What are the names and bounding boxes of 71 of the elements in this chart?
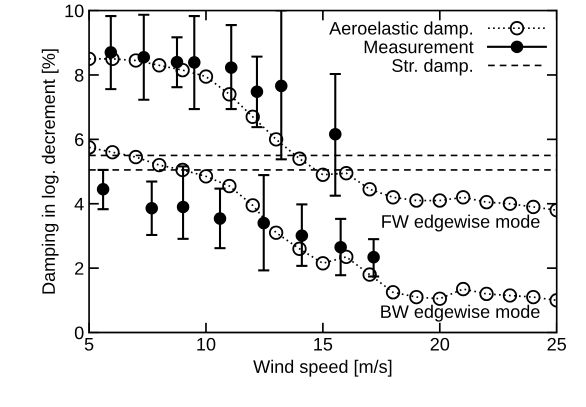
point: [176, 200, 190, 214]
y-tick-label: 2: [75, 262, 84, 275]
point: [292, 152, 307, 166]
point: [362, 267, 377, 282]
point: [296, 229, 308, 242]
point: [316, 256, 330, 270]
point: [339, 166, 354, 180]
point: [188, 56, 201, 69]
point: [105, 145, 120, 160]
point: [250, 85, 264, 98]
legend-label: Measurement: [364, 40, 474, 54]
point: [316, 168, 330, 182]
x-tick-label: 25: [548, 338, 566, 351]
point: [526, 290, 540, 304]
point: [334, 240, 347, 254]
point: [409, 290, 424, 304]
x-tick-label: 10: [197, 338, 216, 351]
point: [479, 286, 494, 302]
x-tick-label: 15: [314, 338, 332, 351]
point: [502, 288, 518, 303]
point: [152, 158, 166, 172]
point: [432, 193, 447, 208]
point: [409, 193, 424, 208]
point: [268, 132, 284, 147]
x-tick-label: 5: [84, 338, 94, 351]
point: [502, 196, 518, 211]
point: [456, 282, 470, 296]
legend-label: Str. damp.: [392, 58, 472, 76]
point: [104, 46, 118, 59]
point: [367, 250, 380, 264]
x-tick-label: 20: [430, 338, 450, 351]
point: [339, 250, 354, 264]
point: [214, 212, 226, 225]
point: [175, 62, 190, 78]
point: [198, 169, 214, 184]
point: [362, 182, 377, 196]
y-axis-title: Damping in log. decrement [%]: [42, 49, 59, 294]
point: [456, 190, 470, 204]
point: [175, 162, 190, 178]
y-tick-label: 10: [66, 4, 84, 18]
y-tick-label: 6: [75, 133, 84, 146]
point: [386, 190, 400, 204]
point: [479, 194, 494, 210]
point: [222, 178, 237, 194]
point: [246, 198, 260, 213]
point: [170, 56, 184, 68]
annotation: BW edgewise mode: [381, 304, 540, 322]
y-tick-label: 4: [74, 198, 84, 210]
point: [257, 216, 270, 230]
point: [224, 61, 238, 74]
point: [386, 285, 400, 300]
point: [128, 53, 143, 68]
point: [138, 51, 150, 64]
point: [268, 226, 284, 240]
point: [526, 200, 540, 214]
point: [105, 52, 120, 66]
point: [96, 183, 110, 196]
point: [198, 69, 214, 84]
point: [275, 80, 288, 92]
point: [222, 87, 237, 102]
x-axis-title: Wind speed [m/s]: [253, 360, 392, 377]
annotation: FW edgewise mode: [382, 214, 540, 232]
point: [329, 128, 342, 140]
point: [128, 150, 143, 164]
legend-label: Aeroelastic damp.: [329, 21, 472, 38]
y-tick-label: 0: [74, 326, 84, 340]
point: [246, 110, 260, 124]
y-tick-label: 8: [74, 68, 84, 82]
point: [145, 202, 158, 214]
point: [292, 242, 307, 256]
point: [152, 58, 166, 72]
